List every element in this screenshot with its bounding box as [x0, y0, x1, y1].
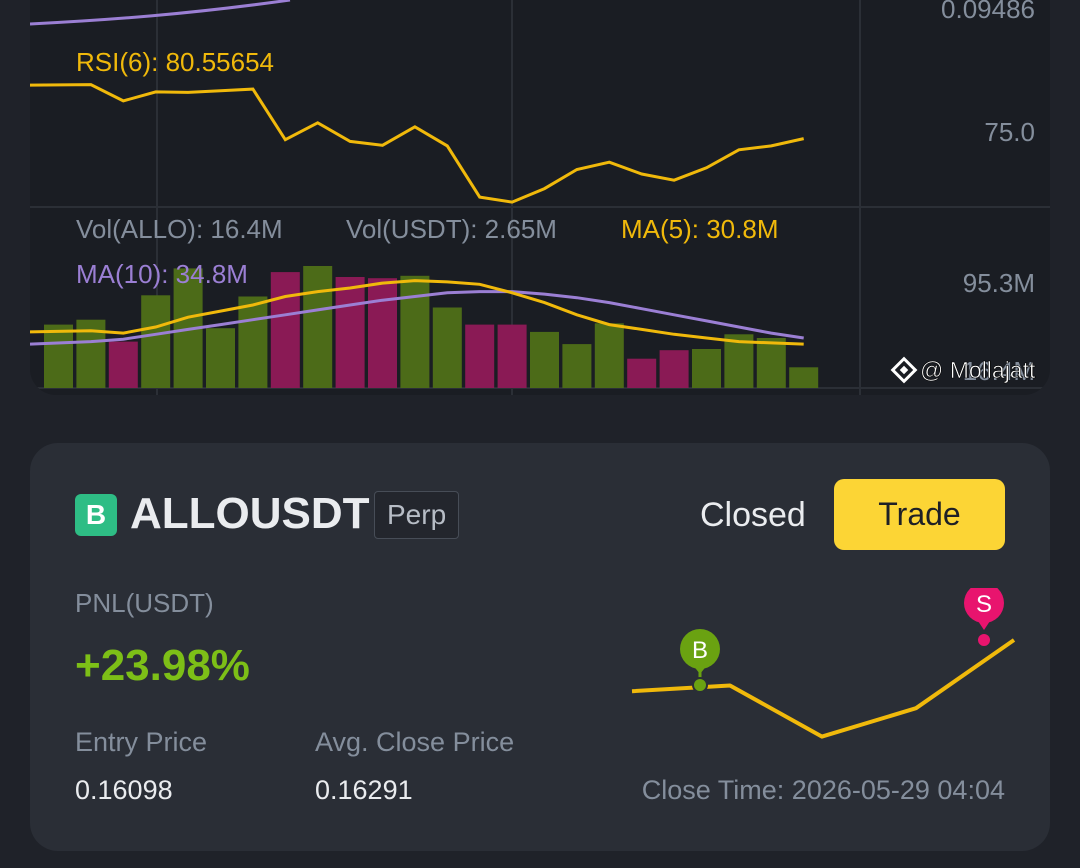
rsi-line: [30, 83, 805, 204]
buy-marker: B: [680, 629, 720, 693]
rsi-axis-value: 75.0: [984, 117, 1035, 147]
close-time: Close Time: 2026-05-29 04:04: [641, 775, 1005, 805]
volume-bar: [756, 338, 786, 388]
volume-bar: [432, 307, 462, 388]
volume-bar: [594, 323, 624, 388]
volume-bar: [692, 349, 721, 388]
contract-type-tag: Perp: [374, 491, 460, 539]
volume-bar: [562, 344, 592, 388]
watermark-text: @ Mollajatt: [920, 357, 1036, 383]
ma5-label: MA(5): 30.8M: [621, 214, 779, 244]
kline-chart[interactable]: 0.09486 RSI(6): 80.55654 75.0 Vol(ALLO):…: [30, 0, 1050, 395]
volume-bars: [44, 266, 819, 388]
vol-allo-label: Vol(ALLO): 16.4M: [76, 214, 283, 244]
position-status: Closed: [700, 496, 806, 534]
volume-bar: [238, 296, 268, 388]
ma10-line: [30, 290, 804, 346]
kline-chart-panel[interactable]: 0.09486 RSI(6): 80.55654 75.0 Vol(ALLO):…: [30, 0, 1050, 395]
sell-marker: S: [964, 588, 1004, 648]
volume-bar: [530, 331, 559, 388]
avg-close-price-label: Avg. Close Price: [315, 727, 515, 757]
ma10-label: MA(10): 34.8M: [76, 259, 248, 289]
entry-price-label: Entry Price: [75, 727, 208, 757]
volume-bar: [206, 328, 235, 388]
vol-axis-top: 95.3M: [963, 268, 1035, 298]
pnl-label: PNL(USDT): [75, 588, 214, 618]
avg-close-price-value: 0.16291: [315, 775, 413, 805]
volume-bar: [44, 324, 73, 388]
pnl-value: +23.98%: [75, 641, 250, 690]
ma5-line: [30, 279, 804, 346]
volume-bar: [141, 295, 171, 388]
volume-bar: [400, 275, 430, 388]
entry-price-value: 0.16098: [75, 775, 173, 805]
position-card[interactable]: B ALLOUSDT Perp Closed Trade PNL(USDT) +…: [30, 443, 1050, 851]
trade-mini-chart: B S: [631, 588, 1016, 739]
volume-bar: [789, 367, 819, 388]
vol-usdt-label: Vol(USDT): 2.65M: [346, 214, 557, 244]
volume-bar: [465, 324, 495, 388]
volume-bar: [270, 272, 300, 388]
vol-axis-bottom: 16.4M: [963, 356, 1035, 386]
buy-marker-label: B: [692, 637, 708, 664]
volume-bar: [497, 324, 527, 388]
rsi-label: RSI(6): 80.55654: [76, 47, 274, 77]
sell-marker-label: S: [976, 591, 992, 618]
price-ma-line: [30, 0, 291, 26]
volume-bar: [627, 358, 657, 388]
volume-bar: [335, 277, 365, 388]
binance-coin-icon: B: [75, 494, 117, 536]
volume-bar: [108, 341, 138, 388]
binance-logo-icon: [890, 356, 918, 384]
volume-bar: [659, 350, 689, 388]
price-axis-value: 0.09486: [941, 0, 1035, 24]
pair-name: ALLOUSDT: [130, 489, 370, 538]
volume-bar: [368, 278, 397, 388]
trade-button[interactable]: Trade: [834, 479, 1005, 550]
volume-bar: [303, 266, 333, 388]
